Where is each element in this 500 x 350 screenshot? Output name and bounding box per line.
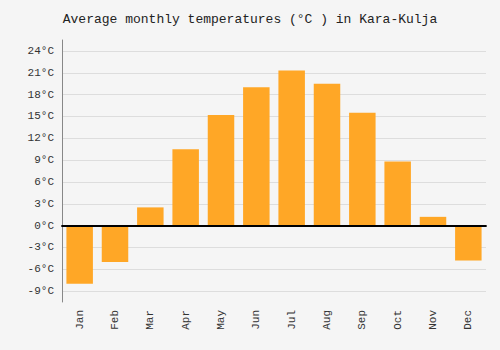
svg-text:Dec: Dec [462,310,474,330]
svg-text:-6°C: -6°C [28,263,55,275]
svg-text:Apr: Apr [180,310,192,330]
svg-text:21°C: 21°C [28,67,55,79]
svg-text:9°C: 9°C [34,154,54,166]
svg-text:Oct: Oct [392,310,404,330]
svg-text:Average monthly temperatures (: Average monthly temperatures (°C ) in Ka… [63,12,438,27]
svg-text:0°C: 0°C [34,220,54,232]
svg-text:Jan: Jan [74,310,86,330]
svg-text:Jul: Jul [286,310,298,330]
svg-text:6°C: 6°C [34,176,54,188]
svg-text:Sep: Sep [356,310,368,330]
svg-text:-3°C: -3°C [28,241,55,253]
svg-text:Feb: Feb [109,310,121,330]
svg-text:Aug: Aug [321,310,333,330]
svg-text:-9°C: -9°C [28,285,55,297]
svg-text:May: May [215,310,227,330]
svg-text:Jun: Jun [250,310,262,330]
svg-text:15°C: 15°C [28,110,55,122]
svg-text:18°C: 18°C [28,89,55,101]
svg-text:Nov: Nov [427,310,439,330]
svg-text:Mar: Mar [144,310,156,330]
svg-text:24°C: 24°C [28,45,55,57]
svg-text:12°C: 12°C [28,132,55,144]
svg-text:3°C: 3°C [34,198,54,210]
